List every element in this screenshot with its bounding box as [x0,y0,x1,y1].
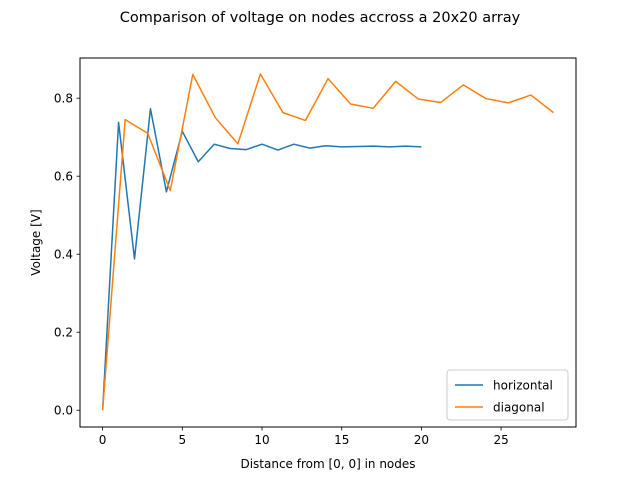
y-tick-label: 0.4 [54,248,73,262]
plot-frame [79,57,577,428]
series-line-diagonal [101,73,554,411]
series-line-horizontal [101,107,422,411]
y-tick-label: 0.0 [54,404,73,418]
legend-label-horizontal: horizontal [493,379,553,393]
y-tick-label: 0.8 [54,91,73,105]
y-tick-label: 0.6 [54,169,73,183]
x-tick-label: 20 [414,433,429,447]
axis-ticks: 0 5 10 15 20 25 0.0 0.2 0.4 0.6 0.8 [54,91,509,447]
legend: horizontal diagonal [446,369,569,421]
x-tick-label: 10 [254,433,269,447]
x-axis-label: Distance from [0, 0] in nodes [240,457,415,471]
y-axis-label: Voltage [V] [29,209,43,275]
chart-title: Comparison of voltage on nodes accross a… [120,10,521,26]
legend-label-diagonal: diagonal [493,401,545,415]
x-tick-label: 0 [99,433,107,447]
x-tick-label: 25 [493,433,508,447]
plot-area [101,73,554,411]
x-tick-label: 5 [179,433,187,447]
x-tick-label: 15 [334,433,349,447]
y-tick-label: 0.2 [54,326,73,340]
